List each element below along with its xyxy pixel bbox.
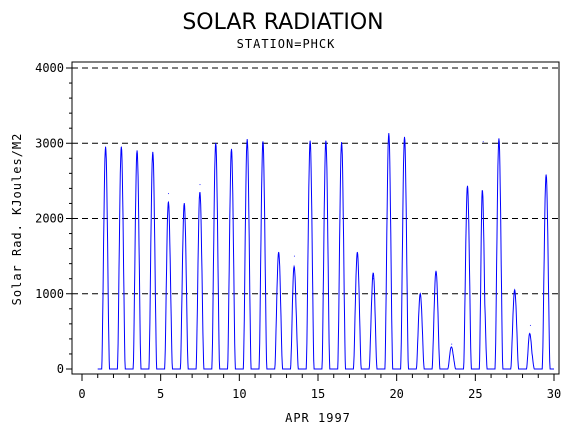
data-point-day-22 [435,270,437,272]
x-axis: 0 5 10 15 20 25 30 [78,374,561,401]
y-tick-label: 0 [57,362,64,376]
y-axis-label: Solar Rad. KJoules/M2 [10,133,24,306]
data-point-day-12 [278,251,280,253]
data-point-day-21 [419,293,421,295]
data-point-day-25 [482,141,484,143]
chart-title: SOLAR RADIATION [182,10,383,35]
x-tick-label: 25 [468,387,482,401]
data-point-day-20 [404,136,406,138]
chart-subtitle: STATION=PHCK [237,37,336,51]
data-point-day-16 [341,141,343,143]
data-point-day-8 [215,142,217,144]
data-point-day-10 [246,138,248,140]
data-point-day-7 [199,184,201,186]
x-tick-label: 15 [311,387,325,401]
x-tick-label: 0 [78,387,85,401]
y-axis: 0 1000 2000 3000 4000 [35,61,72,376]
data-point-day-9 [230,148,232,150]
data-point-day-18 [372,278,374,280]
x-tick-label: 10 [232,387,246,401]
x-tick-label: 30 [547,387,561,401]
x-axis-label: APR 1997 [285,411,351,425]
data-point-day-27 [514,289,516,291]
grid-lines [72,67,559,295]
data-point-day-3 [136,150,138,152]
data-point-day-28 [529,324,531,326]
data-point-day-11 [262,141,264,143]
data-point-day-5 [168,193,170,195]
data-point-day-14 [309,140,311,142]
y-tick-label: 4000 [35,61,64,75]
data-point-day-2 [120,146,122,148]
data-point-day-19 [388,132,390,134]
data-point-day-29 [545,174,547,176]
data-point-day-6 [183,202,185,204]
data-point-day-15 [325,140,327,142]
series-line-solar-radiation [97,133,554,370]
data-point-day-17 [356,251,358,253]
x-tick-label: 5 [157,387,164,401]
y-tick-label: 1000 [35,287,64,301]
data-point-day-24 [466,185,468,187]
data-point-day-26 [498,138,500,140]
y-tick-label: 2000 [35,212,64,226]
data-point-day-13 [293,255,295,257]
data-point-day-23 [451,343,453,345]
series-group [97,132,554,370]
y-tick-label: 3000 [35,136,64,150]
data-point-day-1 [105,146,107,148]
data-point-day-4 [152,151,154,153]
x-tick-label: 20 [389,387,403,401]
